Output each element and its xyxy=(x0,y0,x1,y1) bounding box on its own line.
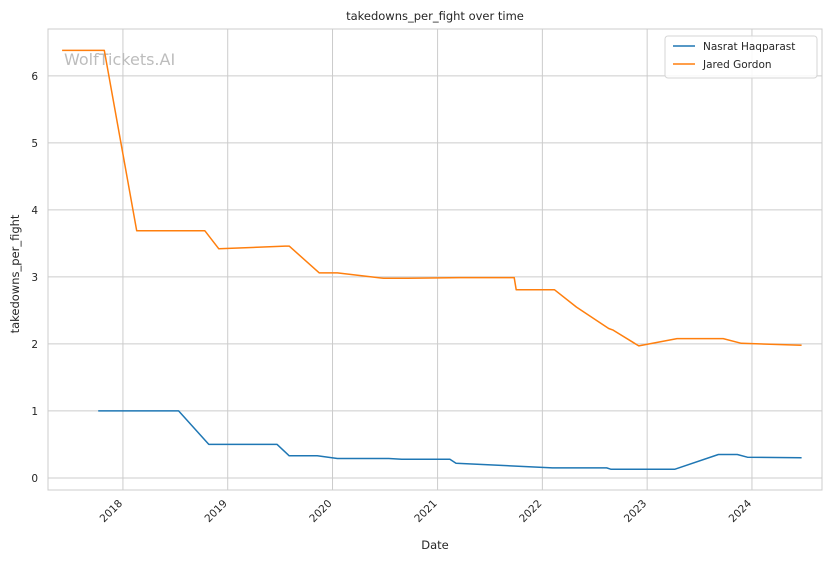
y-tick-label: 4 xyxy=(31,205,38,217)
x-tick-label: 2023 xyxy=(622,498,649,525)
x-tick-label: 2021 xyxy=(412,498,439,525)
plot-area: 0 1 2 3 4 5 6 2018 2019 2020 2021 2022 2023 2024 WolfT… xyxy=(31,28,823,525)
plot-frame xyxy=(47,28,823,491)
x-tick-label: 2022 xyxy=(517,498,544,525)
x-tick-label: 2020 xyxy=(307,498,334,525)
series-line-nasrat-haqparast xyxy=(98,410,802,470)
legend-box xyxy=(664,35,818,79)
y-tick-label: 6 xyxy=(31,71,38,83)
y-axis-label: takedowns_per_fight xyxy=(8,214,22,333)
watermark: WolfTickets.AI xyxy=(64,50,175,69)
x-tick-label: 2024 xyxy=(727,497,755,525)
y-tick-label: 3 xyxy=(31,272,38,284)
plot-background xyxy=(48,29,822,490)
series-line-jared-gordon xyxy=(62,49,802,347)
y-tick-label: 5 xyxy=(31,138,38,150)
x-axis-label: Date xyxy=(421,538,449,552)
x-tick-label: 2019 xyxy=(202,498,229,525)
legend-label: Nasrat Haqparast xyxy=(703,41,795,53)
chart-title: takedowns_per_fight over time xyxy=(346,9,524,23)
y-tick-label: 0 xyxy=(31,473,38,485)
x-tick-label: 2018 xyxy=(98,498,125,525)
y-tick-label: 2 xyxy=(31,339,38,351)
legend-label: Jared Gordon xyxy=(702,59,772,71)
y-tick-label: 1 xyxy=(31,406,38,418)
